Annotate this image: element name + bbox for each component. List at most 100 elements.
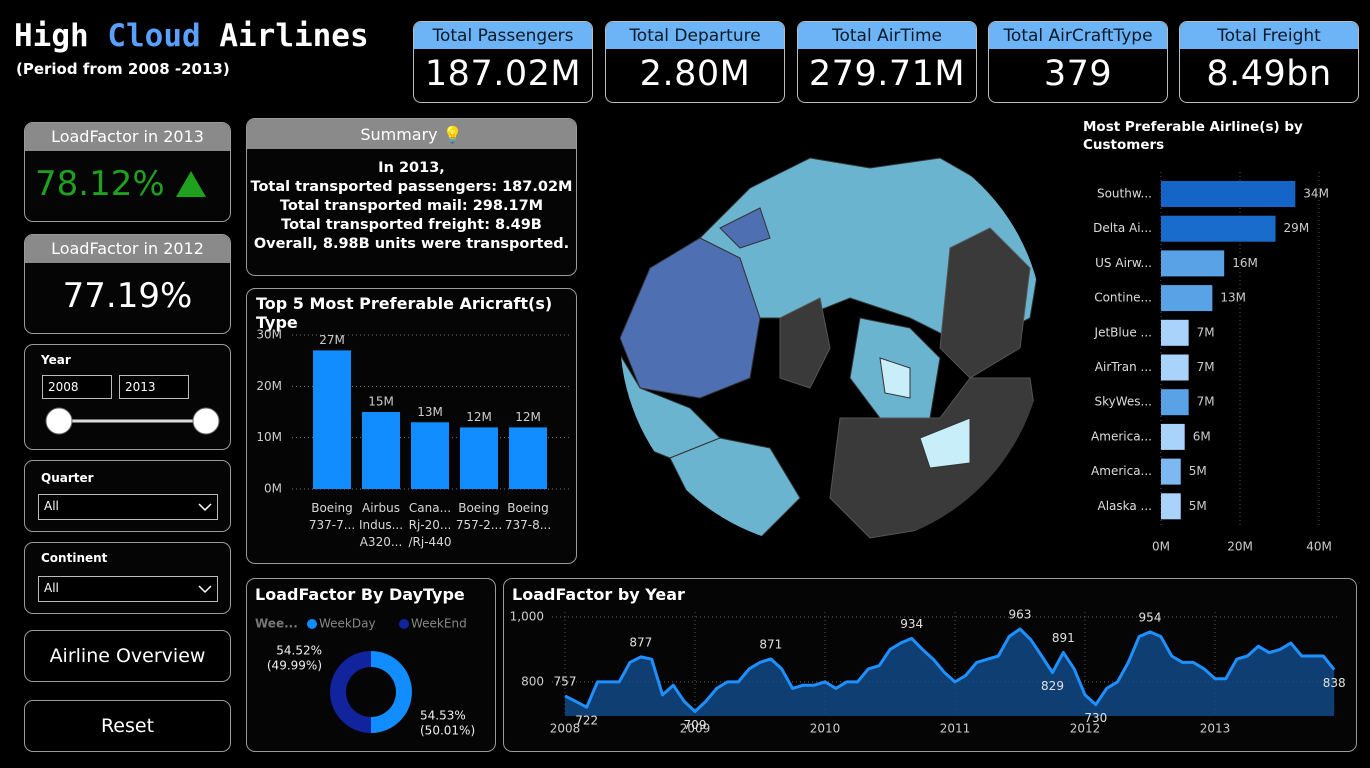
line-panel: LoadFactor by Year [503,578,1357,752]
year-from[interactable]: 2008 [42,375,112,399]
bar [1161,215,1276,242]
chart-title: Top 5 Most Preferable Aricraft(s) Type [256,294,553,332]
data-label: 6M [1193,429,1211,443]
title-word: Cloud [107,18,201,54]
bar [1161,493,1181,520]
quarter-slicer: Quarter All [24,460,231,532]
globe-map [620,124,1044,548]
data-label: 7M [1197,325,1215,339]
summary-title: Summary 💡 [247,119,576,149]
y-tick-label: AirTran ... [1095,360,1152,374]
dropdown-value: All [44,581,59,595]
bar [1161,389,1189,416]
kpi-value: 379 [1043,54,1113,94]
data-label: 7M [1197,360,1215,374]
kpi-value: 8.49bn [1206,54,1332,94]
kpi-value: 187.02M [424,54,582,94]
kpi-card: Total Passengers 187.02M [413,21,593,103]
loadfactor-card: LoadFactor in 2013 78.12% [24,122,231,222]
card-title: LoadFactor in 2012 [25,235,230,263]
x-tick-label: 20M [1227,540,1253,554]
y-tick-label: Delta Ai... [1093,221,1152,235]
slicer-label: Year [41,353,71,367]
region [919,417,971,469]
x-tick-label: Cana... Rj-20... /Rj-440 [408,501,452,549]
summary-line: In 2013, [378,160,445,176]
data-label: 5M [1189,499,1207,513]
nav-button[interactable]: Airline Overview [24,630,231,682]
summary-card: Summary 💡 In 2013, Total transported pas… [246,118,577,276]
up-arrow [176,171,206,197]
data-label: 16M [1232,256,1258,270]
title-word: Airlines [219,18,369,54]
chart-title: LoadFactor By DayType [255,585,465,604]
x-tick-label: 0M [1152,540,1170,554]
slicer-label: Quarter [41,471,94,485]
kpi-card: Total Freight 8.49bn [1179,21,1359,103]
kpi-label: Total Freight [1180,22,1358,49]
x-tick-label: Airbus Indus... A320... [358,501,404,549]
year-slicer: Year 2008 2013 [24,344,231,450]
slicer-label: Continent [41,551,108,565]
bar [1161,354,1189,381]
data-label: 5M [1189,464,1207,478]
slider-handle[interactable] [192,407,220,435]
y-tick-label: Southw... [1097,187,1152,201]
chevron [198,503,212,512]
summary-line: Total transported freight: 8.49B [281,217,542,233]
bar [1161,181,1296,207]
bar [1161,285,1213,312]
donut-panel: LoadFactor By DayType [246,578,496,752]
reset-button[interactable]: Reset [24,700,231,752]
region [779,297,831,389]
kpi-card: Total AirTime 279.71M [797,21,977,103]
y-tick-label: JetBlue ... [1094,325,1152,339]
y-tick-label: Alaska ... [1098,499,1153,513]
slider-handle[interactable] [45,407,73,435]
kpi-label: Total Departure [606,22,784,49]
range-slider [45,407,220,435]
region [879,357,911,399]
dropdown-value: All [44,499,59,513]
card-value: 78.12% [25,151,230,217]
bar [1161,423,1185,450]
continent-slicer: Continent All [24,542,231,614]
data-label: 34M [1303,187,1329,201]
y-tick-label: US Airw... [1095,256,1152,270]
y-tick-label: SkyWes... [1095,395,1152,409]
x-tick-label: Boeing 737-8... [504,501,552,532]
y-tick-label: America... [1091,429,1152,443]
chevron [198,585,212,594]
bar [1161,319,1189,346]
card-title: LoadFactor in 2013 [25,123,230,151]
x-tick-label: Boeing 737-7... [308,501,356,532]
card-value-text: 78.12% [35,164,165,204]
summary-line: Total transported passengers: 187.02M [250,179,573,195]
y-tick-label: Contine... [1094,291,1152,305]
loadfactor-card: LoadFactor in 2012 77.19% [24,234,231,334]
kpi-label: Total Passengers [414,22,592,49]
region [939,227,1031,379]
kpi-label: Total AirCraftType [989,22,1167,49]
bar [1161,250,1225,277]
data-label: 7M [1197,395,1215,409]
kpi-value: 2.80M [639,54,751,94]
dashboard-title: High Cloud Airlines [14,18,369,54]
dropdown[interactable]: All [38,494,218,520]
chart-title: Most Preferable Airline(s) by Customers [1083,119,1303,153]
x-tick-label: Boeing 757-2... [455,501,503,532]
kpi-card: Total AirCraftType 379 [988,21,1168,103]
kpi-card: Total Departure 2.80M [605,21,785,103]
summary-body: In 2013, Total transported passengers: 1… [247,149,576,254]
arrow-shape [176,171,206,197]
summary-line: Total transported mail: 298.17M [279,198,544,214]
title-word: High [14,18,89,54]
dropdown[interactable]: All [38,576,218,602]
summary-line: Overall, 8.98B units were transported. [253,236,570,252]
data-label: 29M [1284,221,1310,235]
chart-title: LoadFactor by Year [512,585,685,604]
kpi-value: 279.71M [808,54,966,94]
x-tick-label: 40M [1306,540,1332,554]
year-to[interactable]: 2013 [119,375,189,399]
